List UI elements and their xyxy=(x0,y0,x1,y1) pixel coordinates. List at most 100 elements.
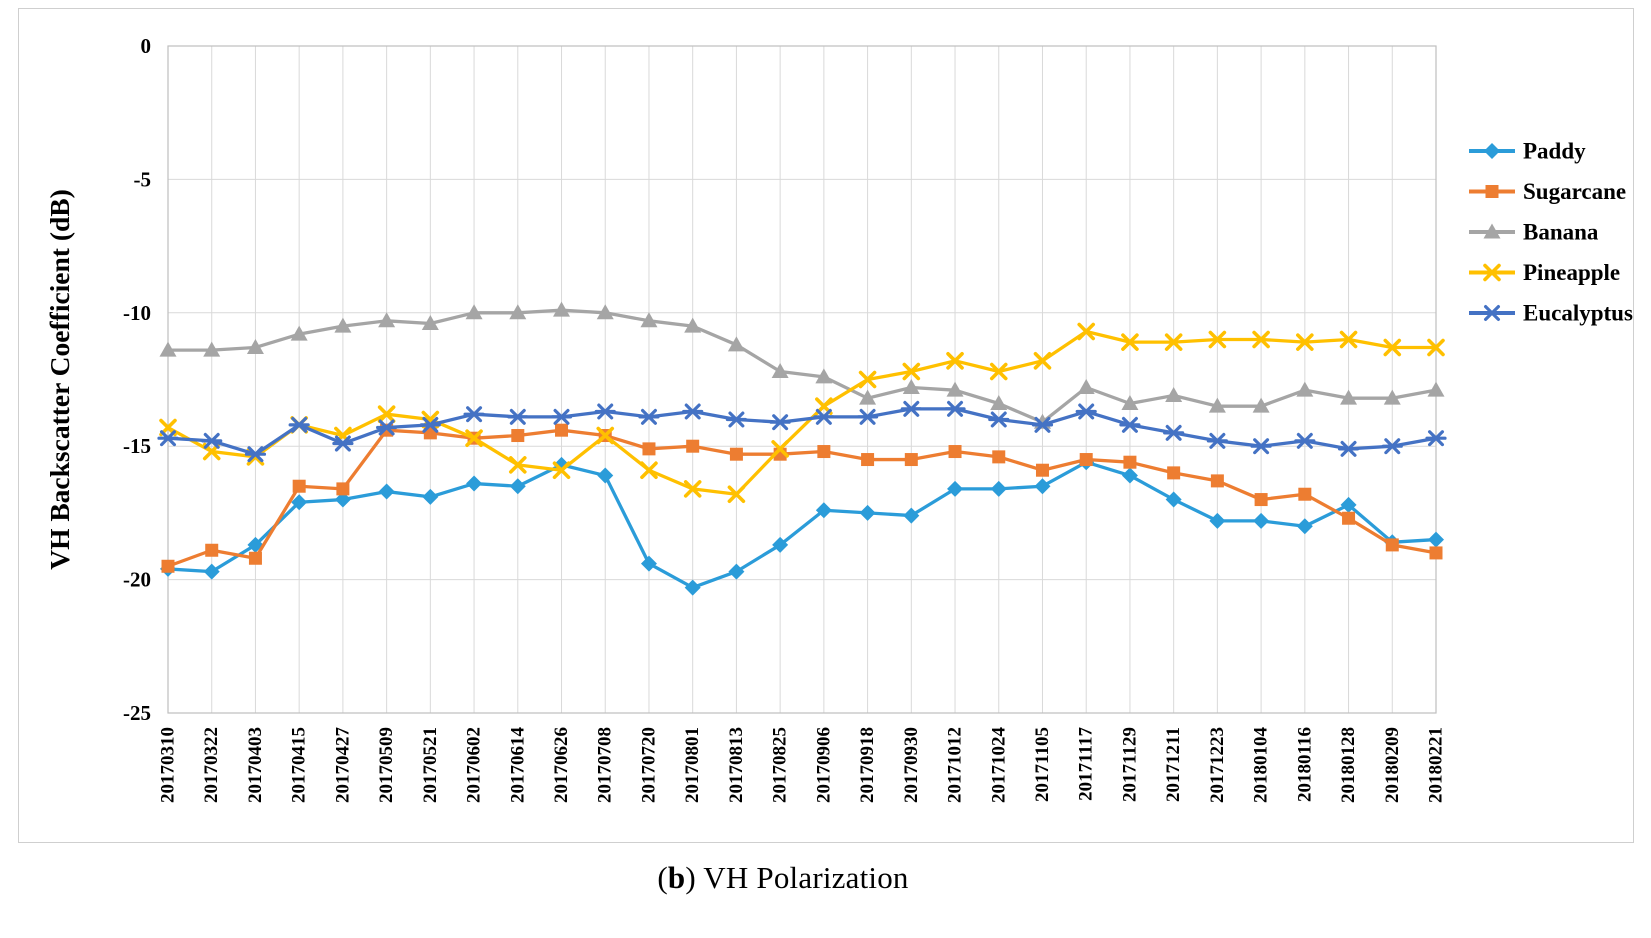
data-point-marker xyxy=(597,467,614,484)
data-point-marker xyxy=(1383,389,1401,405)
data-point-marker xyxy=(378,312,396,328)
x-axis-tick-label: 20171105 xyxy=(1032,727,1053,802)
data-point-marker xyxy=(859,504,876,521)
data-point-marker xyxy=(859,389,877,405)
series-line-eucalyptus xyxy=(166,407,1438,456)
y-axis-title: VH Backscatter Coefficient (dB) xyxy=(44,189,75,570)
data-point-marker xyxy=(1209,512,1226,529)
data-point-marker xyxy=(725,411,748,428)
data-point-marker xyxy=(642,442,656,456)
data-point-marker xyxy=(596,304,614,320)
y-axis-tick-label: -10 xyxy=(123,301,151,325)
data-point-marker xyxy=(856,408,879,425)
data-point-marker xyxy=(1294,432,1316,449)
data-point-marker xyxy=(992,450,1006,464)
data-point-marker xyxy=(638,408,660,425)
data-point-marker xyxy=(1077,379,1095,395)
data-point-marker xyxy=(463,406,485,423)
y-axis-tick-label: -15 xyxy=(123,434,151,458)
data-point-marker xyxy=(422,488,439,505)
data-point-marker xyxy=(1033,352,1052,370)
x-axis-tick-label: 20170813 xyxy=(726,727,747,803)
data-point-marker xyxy=(1031,416,1054,433)
legend-marker-sugarcane-icon xyxy=(1485,185,1499,198)
data-point-marker xyxy=(682,403,704,420)
data-point-marker xyxy=(815,502,832,519)
data-point-marker xyxy=(1425,430,1447,447)
data-point-marker xyxy=(1165,387,1183,403)
legend-marker-pineapple-icon xyxy=(1483,263,1501,282)
data-point-marker xyxy=(1253,512,1270,529)
data-point-marker xyxy=(1121,395,1139,411)
data-point-marker xyxy=(640,461,658,480)
data-point-marker xyxy=(683,480,702,498)
data-point-marker xyxy=(727,336,745,352)
data-point-marker xyxy=(1296,518,1313,535)
data-point-marker xyxy=(771,362,789,378)
x-axis-tick-label: 20180116 xyxy=(1294,727,1315,802)
data-point-marker xyxy=(772,536,789,553)
legend-marker-paddy-icon xyxy=(1484,143,1500,159)
x-axis-tick-label: 20170801 xyxy=(682,727,703,803)
data-point-marker xyxy=(769,414,791,431)
data-point-marker xyxy=(947,480,964,497)
data-point-marker xyxy=(1163,424,1185,441)
y-axis-tick-label: 0 xyxy=(141,34,152,58)
data-point-marker xyxy=(1427,381,1445,397)
data-point-marker xyxy=(902,379,920,395)
data-point-marker xyxy=(1340,496,1357,513)
x-axis-tick-label: 20170509 xyxy=(376,727,397,803)
data-point-marker xyxy=(161,559,175,573)
data-point-marker xyxy=(465,304,483,320)
data-point-marker xyxy=(817,445,831,459)
plot-grid xyxy=(167,45,1437,714)
data-point-marker xyxy=(686,439,700,453)
x-axis-tick-label: 20171024 xyxy=(988,726,1009,803)
y-axis-tick-label: -20 xyxy=(123,568,151,592)
data-point-marker xyxy=(728,563,745,580)
data-point-marker xyxy=(946,352,964,370)
data-point-marker xyxy=(555,423,569,437)
data-point-marker xyxy=(900,400,922,417)
data-point-marker xyxy=(465,429,483,447)
data-point-marker xyxy=(1381,438,1403,455)
legend-item-pineapple: Pineapple xyxy=(1469,260,1620,285)
data-point-marker xyxy=(948,445,962,459)
data-point-marker xyxy=(1250,438,1272,455)
data-point-marker xyxy=(594,403,616,420)
data-point-marker xyxy=(771,440,789,458)
x-axis-tick-label: 20170310 xyxy=(158,727,179,803)
data-point-marker xyxy=(1337,440,1360,457)
data-point-marker xyxy=(1208,397,1226,413)
chart-frame: 0 -5 -10 -15 -20 -25 VH Backscatter Coefficien… xyxy=(18,8,1634,843)
data-point-marker xyxy=(861,453,875,467)
series-eucalyptus xyxy=(157,400,1447,463)
legend-marker-eucalyptus-icon xyxy=(1481,305,1503,321)
x-axis-tick-labels: 20170310 20170322 20170403 20170415 20170427… xyxy=(158,726,1447,803)
data-point-marker xyxy=(1298,487,1312,501)
legend-label-banana: Banana xyxy=(1523,220,1599,245)
legend-item-sugarcane: Sugarcane xyxy=(1469,179,1626,204)
data-point-marker xyxy=(159,341,177,357)
data-point-marker xyxy=(1121,467,1138,484)
data-point-marker xyxy=(550,408,573,425)
data-point-marker xyxy=(508,456,527,474)
caption-open: ( xyxy=(657,860,668,895)
data-point-marker xyxy=(946,381,964,397)
x-axis-tick-label: 20171223 xyxy=(1207,727,1228,803)
data-point-marker xyxy=(1340,389,1358,405)
data-point-marker xyxy=(507,408,529,425)
data-point-marker xyxy=(1077,322,1096,341)
data-point-marker xyxy=(988,411,1010,428)
data-point-marker xyxy=(376,419,398,436)
data-point-marker xyxy=(684,317,702,333)
data-point-marker xyxy=(1427,338,1445,357)
x-axis-tick-label: 20180128 xyxy=(1338,727,1359,803)
data-point-marker xyxy=(288,416,310,433)
data-point-marker xyxy=(904,453,918,467)
x-axis-tick-label: 20170825 xyxy=(770,727,791,803)
series-banana xyxy=(159,301,1445,429)
data-point-marker xyxy=(1075,403,1097,420)
data-point-marker xyxy=(1342,511,1356,525)
figure-caption: (b) VH Polarization xyxy=(0,860,1651,896)
